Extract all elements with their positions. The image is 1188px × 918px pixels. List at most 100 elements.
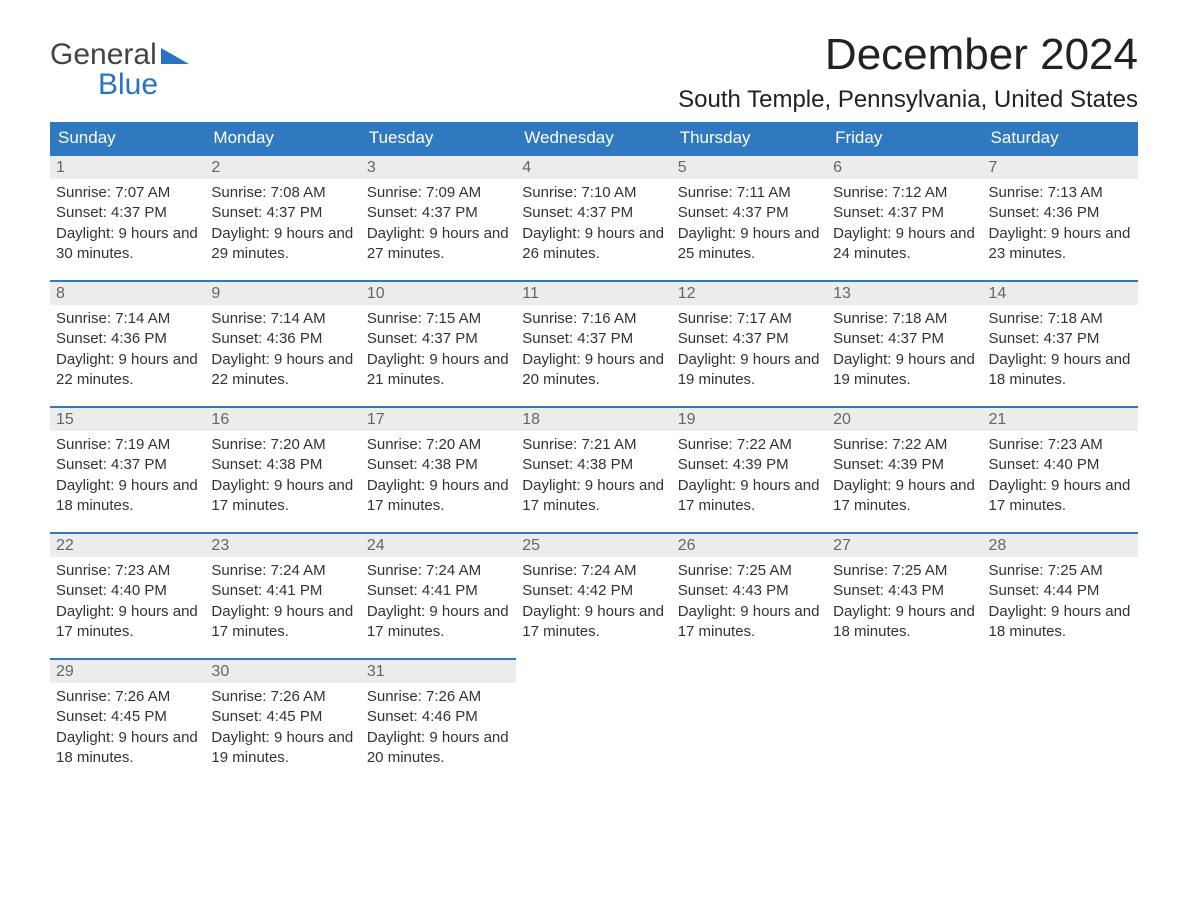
- day-number: 9: [205, 282, 360, 305]
- calendar-cell: 9Sunrise: 7:14 AMSunset: 4:36 PMDaylight…: [205, 281, 360, 407]
- day-details: Sunrise: 7:23 AMSunset: 4:40 PMDaylight:…: [983, 431, 1138, 516]
- calendar-cell: 3Sunrise: 7:09 AMSunset: 4:37 PMDaylight…: [361, 155, 516, 281]
- day-number: 5: [672, 156, 827, 179]
- day-details: Sunrise: 7:10 AMSunset: 4:37 PMDaylight:…: [516, 179, 671, 264]
- weekday-header-row: Sunday Monday Tuesday Wednesday Thursday…: [50, 122, 1138, 155]
- day-number: 16: [205, 408, 360, 431]
- day-number: 29: [50, 660, 205, 683]
- calendar-cell: 20Sunrise: 7:22 AMSunset: 4:39 PMDayligh…: [827, 407, 982, 533]
- calendar-cell: 11Sunrise: 7:16 AMSunset: 4:37 PMDayligh…: [516, 281, 671, 407]
- day-details: Sunrise: 7:09 AMSunset: 4:37 PMDaylight:…: [361, 179, 516, 264]
- day-number: 21: [983, 408, 1138, 431]
- calendar-cell: 6Sunrise: 7:12 AMSunset: 4:37 PMDaylight…: [827, 155, 982, 281]
- day-number: 28: [983, 534, 1138, 557]
- day-details: Sunrise: 7:26 AMSunset: 4:45 PMDaylight:…: [205, 683, 360, 768]
- day-number: 19: [672, 408, 827, 431]
- day-details: Sunrise: 7:24 AMSunset: 4:41 PMDaylight:…: [205, 557, 360, 642]
- day-details: Sunrise: 7:13 AMSunset: 4:36 PMDaylight:…: [983, 179, 1138, 264]
- calendar-cell: 24Sunrise: 7:24 AMSunset: 4:41 PMDayligh…: [361, 533, 516, 659]
- logo-line1: General: [50, 40, 189, 70]
- day-number: 22: [50, 534, 205, 557]
- day-number: 2: [205, 156, 360, 179]
- calendar-cell: 4Sunrise: 7:10 AMSunset: 4:37 PMDaylight…: [516, 155, 671, 281]
- calendar-row: 8Sunrise: 7:14 AMSunset: 4:36 PMDaylight…: [50, 281, 1138, 407]
- calendar-cell: 30Sunrise: 7:26 AMSunset: 4:45 PMDayligh…: [205, 659, 360, 785]
- day-number: 20: [827, 408, 982, 431]
- day-number: 24: [361, 534, 516, 557]
- day-details: Sunrise: 7:18 AMSunset: 4:37 PMDaylight:…: [827, 305, 982, 390]
- calendar-row: 15Sunrise: 7:19 AMSunset: 4:37 PMDayligh…: [50, 407, 1138, 533]
- day-details: Sunrise: 7:20 AMSunset: 4:38 PMDaylight:…: [361, 431, 516, 516]
- weekday-header: Wednesday: [516, 122, 671, 155]
- calendar-cell: 10Sunrise: 7:15 AMSunset: 4:37 PMDayligh…: [361, 281, 516, 407]
- logo-flag-icon: [161, 40, 189, 70]
- calendar-cell: 8Sunrise: 7:14 AMSunset: 4:36 PMDaylight…: [50, 281, 205, 407]
- day-details: Sunrise: 7:24 AMSunset: 4:41 PMDaylight:…: [361, 557, 516, 642]
- day-number: 3: [361, 156, 516, 179]
- calendar-cell: 17Sunrise: 7:20 AMSunset: 4:38 PMDayligh…: [361, 407, 516, 533]
- day-details: Sunrise: 7:08 AMSunset: 4:37 PMDaylight:…: [205, 179, 360, 264]
- day-details: Sunrise: 7:23 AMSunset: 4:40 PMDaylight:…: [50, 557, 205, 642]
- day-number: 17: [361, 408, 516, 431]
- calendar-table: Sunday Monday Tuesday Wednesday Thursday…: [50, 122, 1138, 785]
- calendar-cell: 28Sunrise: 7:25 AMSunset: 4:44 PMDayligh…: [983, 533, 1138, 659]
- calendar-cell: 13Sunrise: 7:18 AMSunset: 4:37 PMDayligh…: [827, 281, 982, 407]
- calendar-cell: 14Sunrise: 7:18 AMSunset: 4:37 PMDayligh…: [983, 281, 1138, 407]
- calendar-cell: 15Sunrise: 7:19 AMSunset: 4:37 PMDayligh…: [50, 407, 205, 533]
- location: South Temple, Pennsylvania, United State…: [678, 86, 1138, 114]
- calendar-cell: [516, 659, 671, 785]
- calendar-cell: 19Sunrise: 7:22 AMSunset: 4:39 PMDayligh…: [672, 407, 827, 533]
- day-number: 12: [672, 282, 827, 305]
- day-details: Sunrise: 7:25 AMSunset: 4:43 PMDaylight:…: [827, 557, 982, 642]
- day-details: Sunrise: 7:21 AMSunset: 4:38 PMDaylight:…: [516, 431, 671, 516]
- day-number: 7: [983, 156, 1138, 179]
- calendar-cell: 12Sunrise: 7:17 AMSunset: 4:37 PMDayligh…: [672, 281, 827, 407]
- calendar-cell: 21Sunrise: 7:23 AMSunset: 4:40 PMDayligh…: [983, 407, 1138, 533]
- calendar-cell: 23Sunrise: 7:24 AMSunset: 4:41 PMDayligh…: [205, 533, 360, 659]
- day-details: Sunrise: 7:15 AMSunset: 4:37 PMDaylight:…: [361, 305, 516, 390]
- day-number: 27: [827, 534, 982, 557]
- day-number: 14: [983, 282, 1138, 305]
- day-number: 15: [50, 408, 205, 431]
- logo: General Blue: [50, 30, 189, 100]
- month-title: December 2024: [678, 30, 1138, 80]
- calendar-cell: 18Sunrise: 7:21 AMSunset: 4:38 PMDayligh…: [516, 407, 671, 533]
- day-number: 26: [672, 534, 827, 557]
- weekday-header: Saturday: [983, 122, 1138, 155]
- calendar-cell: 29Sunrise: 7:26 AMSunset: 4:45 PMDayligh…: [50, 659, 205, 785]
- weekday-header: Monday: [205, 122, 360, 155]
- day-number: 23: [205, 534, 360, 557]
- day-details: Sunrise: 7:26 AMSunset: 4:46 PMDaylight:…: [361, 683, 516, 768]
- calendar-cell: 31Sunrise: 7:26 AMSunset: 4:46 PMDayligh…: [361, 659, 516, 785]
- day-details: Sunrise: 7:17 AMSunset: 4:37 PMDaylight:…: [672, 305, 827, 390]
- weekday-header: Friday: [827, 122, 982, 155]
- day-number: 13: [827, 282, 982, 305]
- calendar-cell: 22Sunrise: 7:23 AMSunset: 4:40 PMDayligh…: [50, 533, 205, 659]
- day-details: Sunrise: 7:22 AMSunset: 4:39 PMDaylight:…: [827, 431, 982, 516]
- day-details: Sunrise: 7:11 AMSunset: 4:37 PMDaylight:…: [672, 179, 827, 264]
- day-number: 6: [827, 156, 982, 179]
- day-details: Sunrise: 7:25 AMSunset: 4:43 PMDaylight:…: [672, 557, 827, 642]
- day-details: Sunrise: 7:26 AMSunset: 4:45 PMDaylight:…: [50, 683, 205, 768]
- day-details: Sunrise: 7:20 AMSunset: 4:38 PMDaylight:…: [205, 431, 360, 516]
- calendar-row: 29Sunrise: 7:26 AMSunset: 4:45 PMDayligh…: [50, 659, 1138, 785]
- calendar-cell: 26Sunrise: 7:25 AMSunset: 4:43 PMDayligh…: [672, 533, 827, 659]
- weekday-header: Sunday: [50, 122, 205, 155]
- calendar-cell: 2Sunrise: 7:08 AMSunset: 4:37 PMDaylight…: [205, 155, 360, 281]
- logo-text-blue: Blue: [50, 70, 189, 100]
- day-details: Sunrise: 7:12 AMSunset: 4:37 PMDaylight:…: [827, 179, 982, 264]
- calendar-cell: 27Sunrise: 7:25 AMSunset: 4:43 PMDayligh…: [827, 533, 982, 659]
- day-number: 31: [361, 660, 516, 683]
- calendar-cell: 25Sunrise: 7:24 AMSunset: 4:42 PMDayligh…: [516, 533, 671, 659]
- weekday-header: Thursday: [672, 122, 827, 155]
- day-details: Sunrise: 7:14 AMSunset: 4:36 PMDaylight:…: [50, 305, 205, 390]
- day-number: 8: [50, 282, 205, 305]
- day-number: 1: [50, 156, 205, 179]
- day-details: Sunrise: 7:16 AMSunset: 4:37 PMDaylight:…: [516, 305, 671, 390]
- day-number: 25: [516, 534, 671, 557]
- day-details: Sunrise: 7:18 AMSunset: 4:37 PMDaylight:…: [983, 305, 1138, 390]
- day-details: Sunrise: 7:25 AMSunset: 4:44 PMDaylight:…: [983, 557, 1138, 642]
- calendar-cell: [983, 659, 1138, 785]
- logo-text-general: General: [50, 40, 157, 70]
- day-details: Sunrise: 7:07 AMSunset: 4:37 PMDaylight:…: [50, 179, 205, 264]
